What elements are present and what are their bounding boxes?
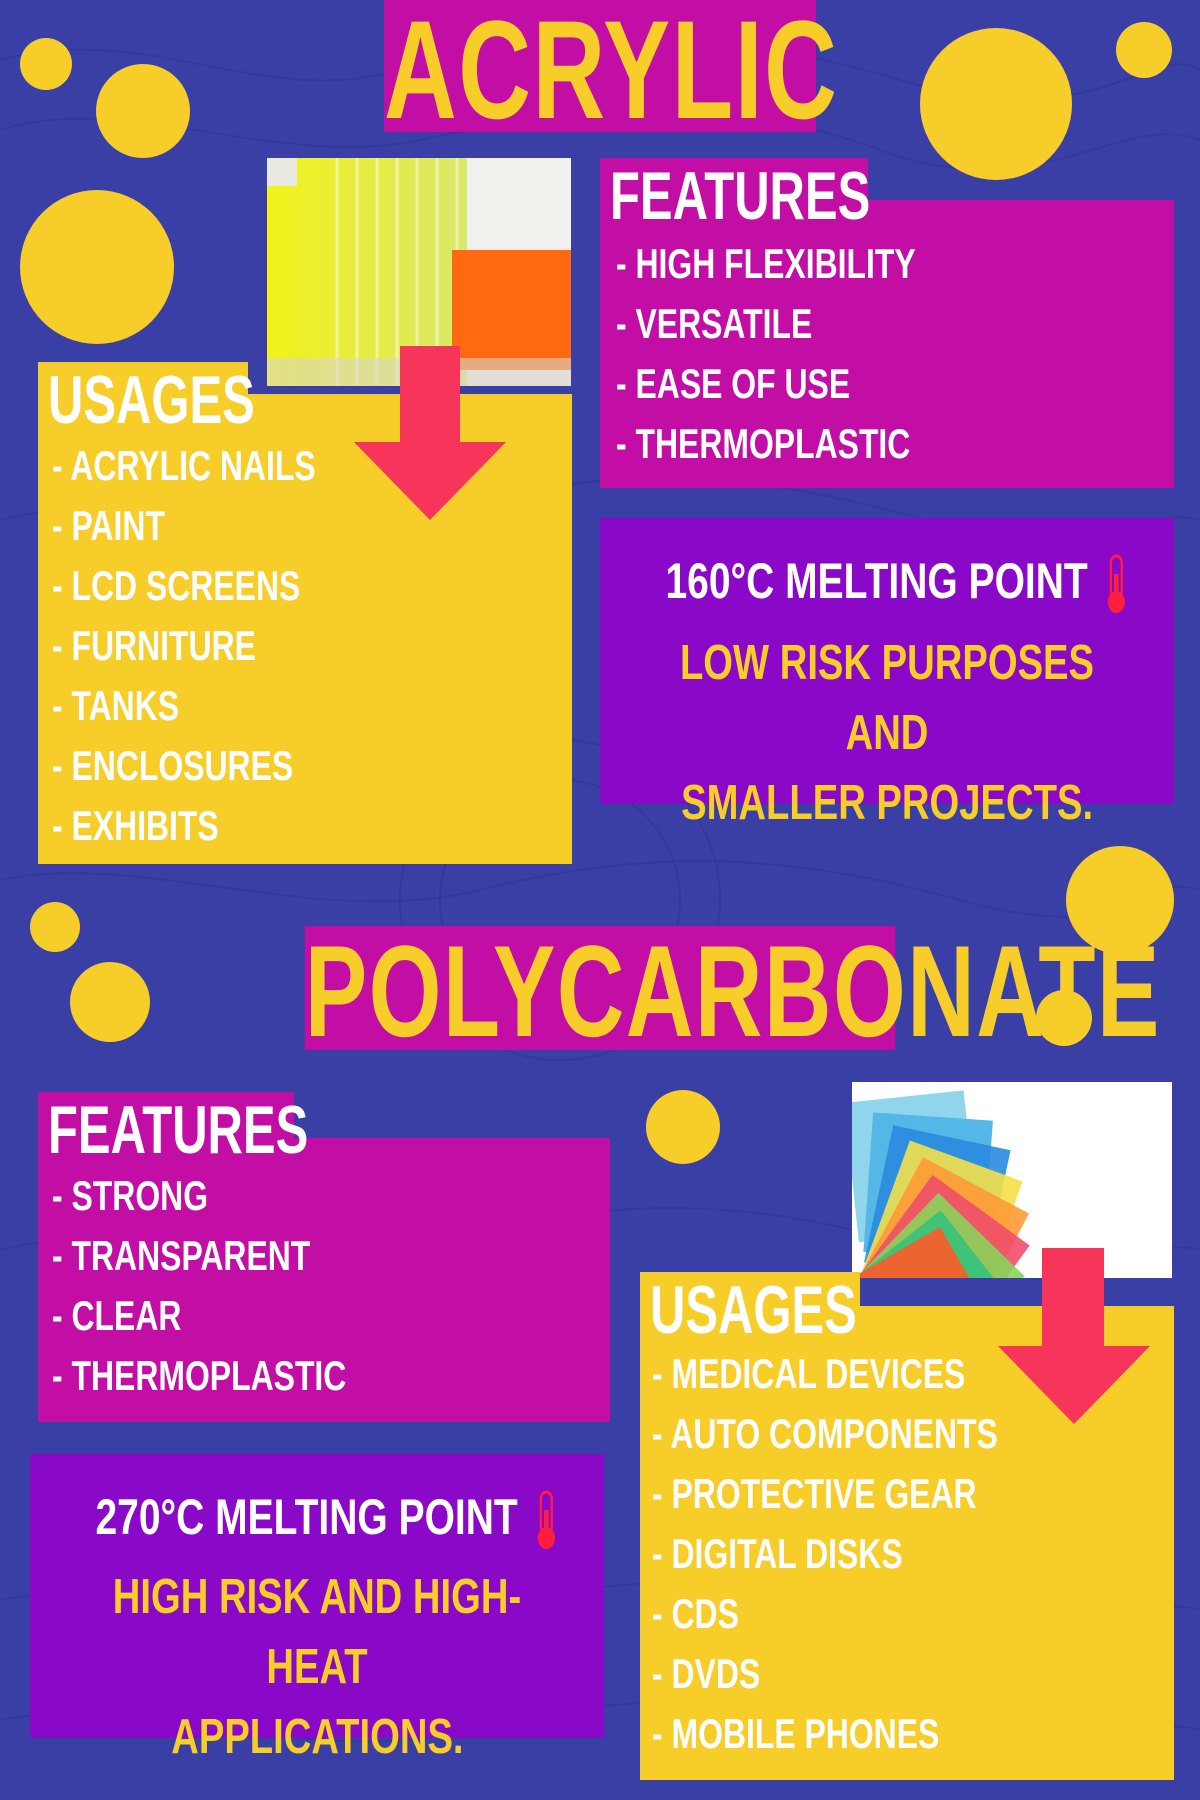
list-item: - THERMOPLASTIC [616, 420, 911, 467]
note-line: HIGH RISK AND HIGH-HEAT [112, 1570, 522, 1694]
list-item: - LCD SCREENS [52, 562, 301, 609]
polycarbonate-features-heading: FEATURES [38, 1092, 308, 1166]
list-item: - PROTECTIVE GEAR [652, 1470, 977, 1517]
polycarbonate-usages-heading: USAGES [640, 1272, 860, 1346]
decorative-circle [20, 38, 72, 90]
acrylic-note: LOW RISK PURPOSES AND SMALLER PROJECTS. [600, 628, 1174, 830]
acrylic-melting-panel [600, 518, 1174, 804]
list-item: - MEDICAL DEVICES [652, 1350, 966, 1397]
list-item: - FURNITURE [52, 622, 256, 669]
list-item: - DIGITAL DISKS [652, 1530, 903, 1577]
list-item: - DVDS [652, 1650, 761, 1697]
decorative-circle [96, 64, 190, 158]
list-item: - TRANSPARENT [52, 1232, 311, 1279]
polycarbonate-features-panel [38, 1138, 610, 1422]
acrylic-features-panel [600, 200, 1174, 488]
acrylic-features-heading: FEATURES [600, 158, 870, 232]
note-line: APPLICATIONS. [170, 1710, 464, 1764]
decorative-circle [646, 1090, 720, 1164]
list-item: - TANKS [52, 682, 180, 729]
acrylic-features-list: - HIGH FLEXIBILITY - VERSATILE - EASE OF… [616, 234, 1010, 474]
down-arrow-icon [998, 1248, 1150, 1424]
decorative-circle [20, 190, 174, 344]
list-item: - PAINT [52, 502, 165, 549]
note-line: SMALLER PROJECTS. [681, 776, 1093, 830]
list-item: - STRONG [52, 1172, 209, 1219]
list-item: - AUTO COMPONENTS [652, 1410, 998, 1457]
polycarbonate-usages-list: - MEDICAL DEVICES - AUTO COMPONENTS - PR… [652, 1344, 1107, 1764]
list-item: - MOBILE PHONES [652, 1710, 940, 1757]
acrylic-title: ACRYLIC [384, 0, 839, 148]
list-item: - CDS [652, 1590, 739, 1637]
polycarbonate-melting-panel [30, 1454, 604, 1738]
decorative-circle [1116, 22, 1172, 78]
polycarbonate-note: HIGH RISK AND HIGH-HEAT APPLICATIONS. [30, 1562, 604, 1764]
decorative-circle [1066, 846, 1174, 954]
polycarbonate-sheets-photo [852, 1082, 1172, 1278]
list-item: - VERSATILE [616, 300, 813, 347]
acrylic-usages-panel [38, 394, 572, 864]
polycarbonate-features-list: - STRONG - TRANSPARENT - CLEAR - THERMOP… [52, 1166, 439, 1406]
list-item: - EXHIBITS [52, 802, 219, 849]
decorative-circle [70, 962, 150, 1042]
acrylic-usages-list: - ACRYLIC NAILS - PAINT - LCD SCREENS - … [52, 436, 399, 856]
list-item: - THERMOPLASTIC [52, 1352, 347, 1399]
list-item: - EASE OF USE [616, 360, 851, 407]
polycarbonate-melting-point: 270°C MELTING POINT [30, 1490, 604, 1550]
down-arrow-icon [354, 346, 506, 520]
decorative-circle [30, 902, 80, 952]
thermometer-icon [1107, 554, 1126, 613]
acrylic-melting-point: 160°C MELTING POINT [600, 554, 1174, 614]
list-item: - CLEAR [52, 1292, 182, 1339]
acrylic-usages-heading: USAGES [38, 362, 255, 436]
decorative-circle [920, 28, 1072, 180]
note-line: LOW RISK PURPOSES AND [679, 636, 1095, 760]
list-item: - ENCLOSURES [52, 742, 294, 789]
list-item: - ACRYLIC NAILS [52, 442, 316, 489]
decorative-circle [1036, 990, 1092, 1046]
thermometer-icon [537, 1490, 556, 1549]
list-item: - HIGH FLEXIBILITY [616, 240, 916, 287]
polycarbonate-title: POLYCARBONATE [304, 918, 1161, 1064]
